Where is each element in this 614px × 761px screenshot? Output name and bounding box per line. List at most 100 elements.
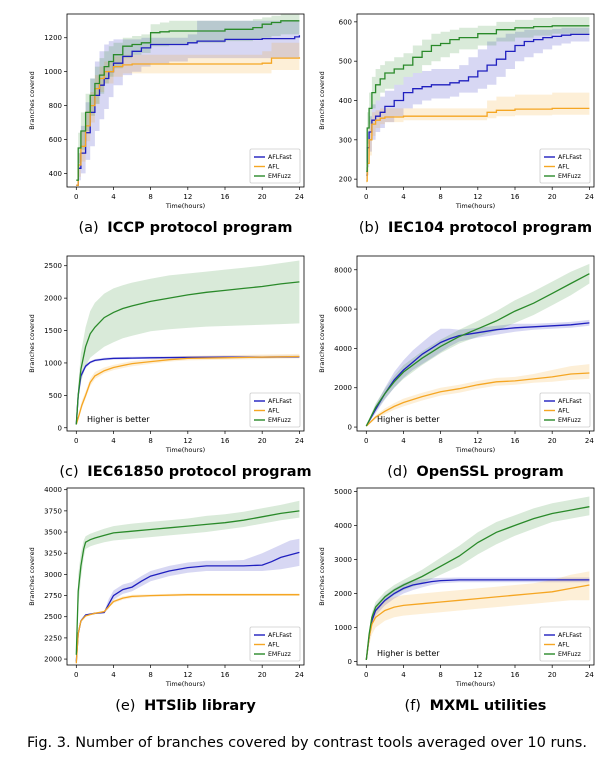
plot-frame <box>66 255 305 432</box>
x-tick-label: 4 <box>111 193 116 201</box>
y-tick-label: 300 <box>339 136 352 144</box>
x-tick-label: 8 <box>148 437 152 445</box>
y-axis-label: Branches covered <box>318 547 326 605</box>
x-tick-label: 0 <box>74 671 78 679</box>
subfigure-title: HTSlib library <box>144 698 256 714</box>
subfigure-letter: (a) <box>78 220 103 236</box>
band-aflfast <box>76 538 300 663</box>
x-tick-label: 8 <box>148 193 152 201</box>
x-tick-label: 4 <box>111 671 116 679</box>
annotation-text: Higher is better <box>377 649 440 658</box>
series-line-emfuzz <box>75 510 300 655</box>
subfigure-letter: (d) <box>387 464 412 480</box>
band-aflfast <box>366 319 590 427</box>
band-afl <box>366 364 590 427</box>
x-tick-label: 0 <box>74 437 78 445</box>
subfigure-title: ICCP protocol program <box>107 220 292 236</box>
y-tick-label: 0 <box>348 424 352 432</box>
y-tick-label: 1200 <box>44 34 62 42</box>
legend-label-aflfast: AFLFast <box>558 632 582 639</box>
y-axis-label: Branches covered <box>318 71 326 129</box>
subfigure-letter: (f) <box>405 698 426 714</box>
x-tick-label: 16 <box>511 193 520 201</box>
chart-b: 0 4 8 12 16 20 24 200 300 400 500 600 Time(hours) Bra… <box>318 13 595 236</box>
x-tick-label: 16 <box>221 671 230 679</box>
y-tick-label: 2500 <box>44 262 62 270</box>
y-tick-label: 800 <box>49 102 62 110</box>
subfigure-title: OpenSSL program <box>416 464 563 480</box>
plot-area <box>365 263 590 427</box>
band-emfuzz <box>76 260 300 426</box>
x-tick-label: 16 <box>511 671 520 679</box>
band-emfuzz <box>366 263 590 427</box>
x-tick-label: 16 <box>221 193 230 201</box>
plot-area <box>76 14 301 186</box>
series-line-aflfast <box>365 579 590 660</box>
band-aflfast <box>76 20 300 186</box>
y-tick-label: 4000 <box>44 486 62 494</box>
legend-label-emfuzz: EMFuzz <box>558 651 581 658</box>
plot-frame <box>66 487 305 666</box>
legend: AFLFast AFL EMFuzz <box>249 392 301 428</box>
subfigure-letter: (e) <box>115 698 140 714</box>
subfigure-caption: (a) ICCP protocol program <box>78 220 292 236</box>
x-tick-label: 24 <box>585 671 594 679</box>
x-tick-label: 8 <box>438 193 442 201</box>
chart-a: 0 4 8 12 16 20 24 400 600 800 1000 1200 Time(hours) B… <box>28 13 305 236</box>
legend-label-aflfast: AFLFast <box>268 398 292 405</box>
x-tick-label: 16 <box>221 437 230 445</box>
x-tick-label: 8 <box>438 671 442 679</box>
x-axis-label: Time(hours) <box>455 202 495 210</box>
legend: AFLFast AFL EMFuzz <box>249 626 301 662</box>
y-tick-label: 3500 <box>44 529 62 537</box>
legend-label-emfuzz: EMFuzz <box>268 651 291 658</box>
x-tick-label: 24 <box>585 437 594 445</box>
x-axis-label: Time(hours) <box>455 446 495 454</box>
y-tick-label: 1500 <box>44 327 62 335</box>
series-line-aflfast <box>75 356 300 425</box>
y-tick-label: 4000 <box>334 522 352 530</box>
subfigure-title: IEC61850 protocol program <box>87 464 311 480</box>
x-tick-label: 12 <box>473 193 482 201</box>
legend-label-afl: AFL <box>268 642 280 649</box>
legend: AFLFast AFL EMFuzz <box>539 626 591 662</box>
x-tick-label: 0 <box>364 193 368 201</box>
y-tick-label: 2500 <box>44 613 62 621</box>
x-axis-label: Time(hours) <box>165 446 205 454</box>
annotation-text: Higher is better <box>377 415 440 424</box>
series-line-afl <box>75 594 300 664</box>
y-tick-label: 2000 <box>334 590 352 598</box>
x-tick-label: 0 <box>74 193 78 201</box>
x-tick-label: 24 <box>585 193 594 201</box>
x-tick-label: 12 <box>183 671 192 679</box>
legend-label-emfuzz: EMFuzz <box>558 173 581 180</box>
subfigure-caption: (b) IEC104 protocol program <box>359 220 592 236</box>
legend-label-afl: AFL <box>268 408 280 415</box>
x-tick-label: 0 <box>364 437 368 445</box>
subfigure-caption: (d) OpenSSL program <box>387 464 563 480</box>
x-tick-label: 24 <box>295 671 304 679</box>
x-tick-label: 16 <box>511 437 520 445</box>
legend-label-afl: AFL <box>558 408 570 415</box>
y-tick-label: 2250 <box>44 634 62 642</box>
x-axis-label: Time(hours) <box>165 680 205 688</box>
y-tick-label: 1000 <box>334 624 352 632</box>
y-tick-label: 500 <box>49 392 62 400</box>
x-tick-label: 4 <box>401 193 406 201</box>
x-tick-label: 20 <box>258 437 267 445</box>
band-aflfast <box>366 27 590 180</box>
x-tick-label: 12 <box>183 193 192 201</box>
legend-label-afl: AFL <box>268 164 280 171</box>
x-tick-label: 4 <box>401 671 406 679</box>
y-tick-label: 2000 <box>44 295 62 303</box>
y-tick-label: 2750 <box>44 592 62 600</box>
x-tick-label: 4 <box>401 437 406 445</box>
series-line-emfuzz <box>366 25 590 172</box>
y-tick-label: 6000 <box>334 306 352 314</box>
x-tick-label: 4 <box>111 437 116 445</box>
plot-frame <box>356 487 595 666</box>
legend-label-emfuzz: EMFuzz <box>558 417 581 424</box>
series-line-afl <box>76 57 301 186</box>
legend-label-afl: AFL <box>558 164 570 171</box>
